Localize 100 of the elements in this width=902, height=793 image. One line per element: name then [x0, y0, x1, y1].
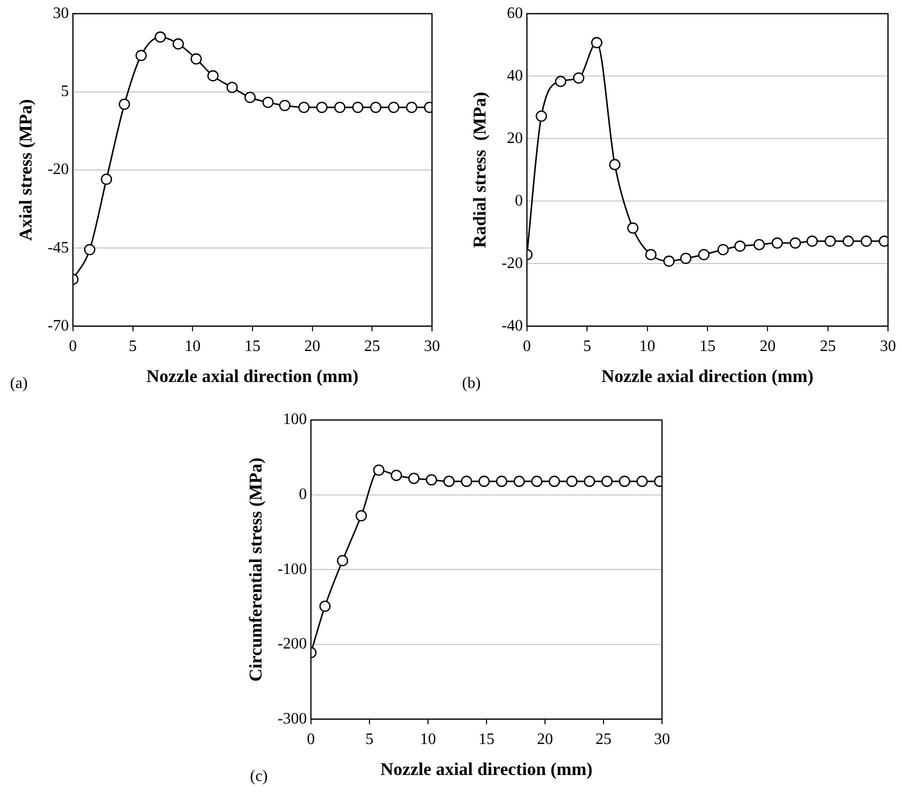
y-tick-label: -20 — [48, 161, 69, 178]
point — [390, 470, 402, 481]
point — [531, 476, 542, 487]
point — [100, 174, 112, 185]
point — [609, 158, 620, 170]
point — [226, 82, 238, 94]
x-axis-title: Nozzle axial direction (mm) — [146, 366, 359, 386]
x-tick-label: 10 — [639, 338, 656, 356]
point — [754, 238, 765, 250]
point — [636, 476, 648, 487]
point — [426, 474, 438, 486]
y-tick-label: -200 — [278, 636, 307, 653]
point — [190, 53, 202, 65]
point — [460, 476, 472, 487]
y-tick-label: -40 — [502, 317, 523, 334]
x-axis-title: Nozzle axial direction (mm) — [601, 366, 814, 386]
point — [584, 476, 596, 487]
y-axis-title: Circumferential stress (MPa) — [245, 458, 266, 682]
point — [663, 256, 675, 267]
point — [406, 102, 418, 114]
y-tick-label: 0 — [298, 486, 307, 504]
point — [591, 37, 602, 48]
point — [279, 100, 290, 112]
point — [244, 92, 256, 104]
point — [645, 248, 657, 260]
y-tick-label: -300 — [278, 710, 307, 728]
point — [734, 240, 746, 252]
point — [370, 102, 382, 114]
y-tick-label: 0 — [514, 192, 523, 210]
x-tick-label: 15 — [244, 338, 260, 356]
point — [356, 510, 367, 522]
text: (c) — [250, 768, 268, 785]
y-axis-title: Radial stress (MPa) — [469, 92, 490, 248]
point — [84, 244, 96, 256]
point — [478, 476, 490, 487]
x-tick-label: 10 — [184, 338, 201, 356]
x-axis-title: Nozzle axial direction (mm) — [380, 758, 593, 779]
point — [842, 236, 854, 247]
point — [618, 476, 630, 487]
y-tick-label: -20 — [502, 254, 523, 272]
y-tick-label: 100 — [282, 411, 307, 428]
point — [824, 236, 836, 247]
x-tick-label: 5 — [128, 338, 137, 356]
point — [172, 38, 184, 50]
point — [336, 554, 348, 566]
x-tick-label: 25 — [820, 338, 836, 356]
point — [548, 476, 560, 487]
y-tick-label: 20 — [506, 130, 523, 147]
y-tick-label: 40 — [506, 67, 523, 84]
point — [680, 252, 692, 264]
point — [298, 102, 310, 114]
point — [408, 472, 420, 484]
point — [118, 98, 130, 110]
point — [207, 70, 219, 82]
point — [627, 222, 638, 234]
x-tick-label: 20 — [760, 338, 776, 356]
point — [388, 102, 400, 114]
x-tick-label: 15 — [478, 731, 494, 748]
point — [154, 31, 166, 43]
x-tick-label: 30 — [880, 338, 896, 356]
y-tick-label: -70 — [48, 317, 69, 334]
x-tick-label: 25 — [595, 731, 612, 748]
y-tick-label: 60 — [506, 4, 523, 22]
x-tick-label: 10 — [420, 731, 436, 748]
point — [772, 237, 783, 249]
y-tick-label: -45 — [48, 239, 69, 256]
x-tick-label: 20 — [536, 731, 553, 748]
point — [319, 600, 331, 612]
x-tick-label: 20 — [304, 338, 320, 356]
point — [334, 102, 346, 114]
point — [443, 476, 455, 487]
point — [316, 102, 328, 114]
y-tick-label: 5 — [60, 82, 69, 100]
x-tick-label: 25 — [364, 338, 380, 356]
point — [373, 464, 384, 476]
point — [698, 248, 710, 260]
x-tick-label: 15 — [699, 338, 716, 356]
point — [514, 476, 525, 487]
point — [554, 76, 566, 88]
point — [536, 110, 548, 122]
point — [352, 102, 364, 114]
point — [860, 236, 872, 247]
point — [496, 476, 508, 487]
point — [790, 237, 801, 249]
x-tick-label: 30 — [654, 731, 670, 748]
y-axis-title: Axial stress (MPa) — [15, 99, 36, 241]
point — [573, 72, 584, 84]
x-tick-label: 30 — [424, 338, 440, 356]
y-tick-label: -100 — [278, 560, 307, 578]
text: (a) — [10, 375, 28, 392]
point — [806, 236, 818, 247]
point — [136, 50, 147, 62]
x-tick-label: 5 — [365, 731, 374, 748]
text: (b) — [462, 375, 481, 392]
point — [601, 476, 613, 487]
y-tick-label: 30 — [52, 4, 69, 22]
x-tick-label: 5 — [583, 338, 592, 356]
point — [566, 476, 578, 487]
point — [717, 244, 729, 256]
point — [262, 96, 274, 108]
